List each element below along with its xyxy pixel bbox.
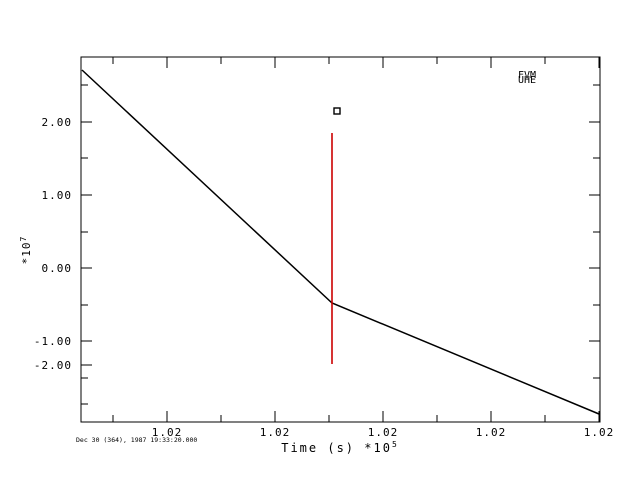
y-axis-title-text: *10 (20, 241, 33, 264)
timestamp-text: Dec 30 (364), 1987 19:33:20.000 (76, 436, 197, 444)
y-tick-label: -2.00 (34, 359, 72, 372)
y-axis-ticks-right (589, 84, 600, 379)
svg-text:Time (s) *105: Time (s) *105 (281, 440, 399, 455)
x-tick-label: 1.02 (260, 426, 291, 439)
y-tick-label: 0.00 (42, 262, 73, 275)
x-tick-labels: 1.02 1.02 1.02 1.02 1.02 (152, 426, 615, 439)
timestamp-stamp: Dec 30 (364), 1987 19:33:20.000 (76, 436, 197, 444)
y-axis-ticks (81, 84, 92, 405)
corner-label-block: FVM UHE (518, 70, 536, 86)
y-axis-exponent: 7 (19, 236, 28, 242)
x-axis-title-text: Time (s) *10 (281, 441, 392, 455)
x-tick-label: 1.02 (584, 426, 615, 439)
svg-text:*107: *107 (19, 236, 33, 265)
y-tick-label: 1.00 (42, 189, 73, 202)
y-tick-label: 2.00 (42, 116, 73, 129)
x-tick-label: 1.02 (152, 426, 183, 439)
x-axis-ticks-top (112, 57, 600, 68)
y-tick-labels: 2.00 1.00 0.00 -1.00 -2.00 (34, 116, 73, 372)
corner-label-top: FVM (518, 70, 536, 81)
x-tick-label: 1.02 (476, 426, 507, 439)
data-series-signal (81, 69, 600, 415)
x-axis-exponent: 5 (392, 440, 399, 449)
plot-frame (80, 56, 601, 423)
corner-label-bottom: UHE (518, 75, 536, 86)
x-axis-title: Time (s) *105 (281, 440, 399, 455)
y-axis-title: *107 (19, 236, 33, 265)
y-tick-label: -1.00 (34, 335, 72, 348)
x-tick-label: 1.02 (368, 426, 399, 439)
x-axis-ticks (112, 411, 600, 422)
point-glyph-icon (333, 107, 341, 115)
